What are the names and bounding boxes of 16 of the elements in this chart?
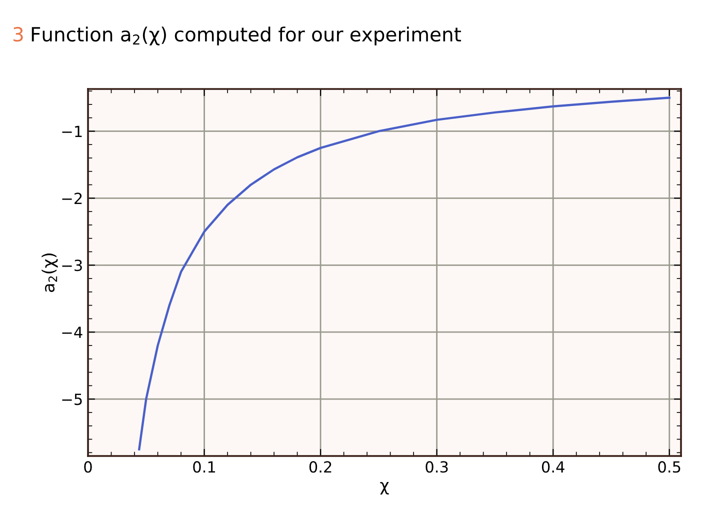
x-tick-label: 0.2 xyxy=(309,461,332,473)
y-tick-label: −5 xyxy=(62,394,82,406)
x-tick-label: 0.4 xyxy=(542,461,564,473)
y-tick-label: −1 xyxy=(62,126,82,137)
x-tick-label: 0.1 xyxy=(193,461,216,473)
x-tick-label: 0 xyxy=(84,461,92,473)
y-tick-label: −2 xyxy=(62,192,82,204)
y-tick-label: −4 xyxy=(62,326,82,338)
text: 3 xyxy=(13,26,23,42)
y-axis-title: a$_{2}$(χ) xyxy=(42,254,58,292)
chart-title: Function a$_{2}$(χ) computed for our experiment xyxy=(32,26,461,46)
x-tick-label: 0.3 xyxy=(426,461,448,473)
x-axis-title: χ xyxy=(380,482,389,495)
line-series xyxy=(138,96,670,450)
x-tick-label: 0.5 xyxy=(658,461,680,473)
y-tick-label: −3 xyxy=(62,260,82,272)
